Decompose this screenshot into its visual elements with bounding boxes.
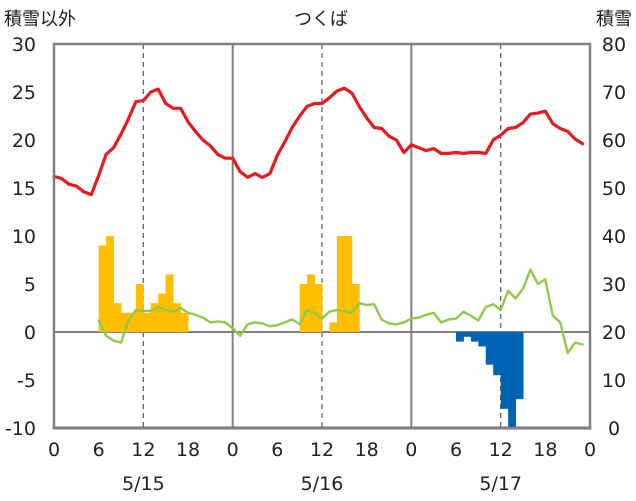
x-tick-label: 0 bbox=[227, 439, 239, 461]
right-tick-label: 20 bbox=[602, 322, 626, 344]
snow_change-bar bbox=[456, 332, 464, 342]
date-label: 5/17 bbox=[479, 473, 522, 495]
snow_change-bar bbox=[493, 332, 502, 376]
plot-frame bbox=[52, 42, 592, 430]
precipitation-bar bbox=[180, 312, 189, 332]
x-tick-label: 18 bbox=[355, 439, 379, 461]
right-y-axis-ticks: 80 70 60 50 40 30 20 10 0 bbox=[602, 34, 626, 440]
snow_change-bar bbox=[500, 332, 509, 409]
snow_change-bar bbox=[478, 332, 487, 347]
left-tick-label: 10 bbox=[12, 226, 36, 248]
precipitation-bar bbox=[98, 245, 107, 332]
precipitation-bar bbox=[150, 303, 159, 332]
right-tick-label: 40 bbox=[602, 226, 626, 248]
precipitation-bar bbox=[106, 236, 115, 332]
right-tick-label: 0 bbox=[608, 418, 620, 440]
left-tick-label: 25 bbox=[12, 82, 36, 104]
x-axis-ticks: 0 6 12 18 0 6 12 18 0 6 12 18 0 bbox=[48, 439, 596, 461]
precipitation-bar bbox=[344, 236, 353, 332]
date-labels: 5/15 5/16 5/17 bbox=[122, 473, 522, 495]
right-tick-label: 50 bbox=[602, 178, 626, 200]
x-tick-label: 18 bbox=[533, 439, 557, 461]
snow_change-bar bbox=[470, 332, 479, 342]
left-tick-label: -5 bbox=[17, 370, 36, 392]
x-tick-label: 6 bbox=[450, 439, 462, 461]
precipitation-bar bbox=[329, 322, 338, 332]
x-tick-label: 6 bbox=[93, 439, 105, 461]
wind-line bbox=[97, 268, 584, 355]
precipitation-bar bbox=[113, 303, 122, 332]
right-tick-label: 80 bbox=[602, 34, 626, 56]
left-tick-label: 15 bbox=[12, 178, 36, 200]
precipitation-bar bbox=[299, 284, 308, 332]
right-tick-label: 60 bbox=[602, 130, 626, 152]
x-tick-label: 6 bbox=[271, 439, 283, 461]
precipitation-bar bbox=[314, 284, 323, 332]
left-tick-label: 5 bbox=[24, 274, 36, 296]
x-tick-label: 12 bbox=[310, 439, 334, 461]
precipitation-bar bbox=[336, 236, 345, 332]
temperature-line bbox=[52, 86, 585, 197]
right-tick-label: 10 bbox=[602, 370, 626, 392]
left-axis-title: 積雪以外 bbox=[4, 9, 76, 30]
left-tick-label: 0 bbox=[24, 322, 36, 344]
right-axis-title: 積雪 bbox=[596, 9, 632, 30]
precipitation-bar bbox=[173, 303, 182, 332]
x-tick-label: 12 bbox=[489, 439, 513, 461]
precipitation-bar bbox=[143, 312, 152, 332]
date-label: 5/16 bbox=[301, 473, 344, 495]
precipitation-bar bbox=[121, 312, 129, 332]
left-y-axis-ticks: 30 25 20 15 10 5 0 -5 -10 bbox=[5, 34, 36, 440]
chart-title: つくば bbox=[294, 9, 348, 30]
x-tick-label: 0 bbox=[405, 439, 417, 461]
snow_change-bar bbox=[515, 332, 524, 400]
x-tick-label: 0 bbox=[584, 439, 596, 461]
precipitation-bar bbox=[128, 312, 137, 332]
precipitation-bar bbox=[135, 284, 144, 332]
right-tick-label: 70 bbox=[602, 82, 626, 104]
precipitation-bar bbox=[307, 274, 316, 332]
snow_change-bar bbox=[463, 332, 472, 337]
x-tick-label: 18 bbox=[176, 439, 200, 461]
precipitation-bar bbox=[165, 274, 174, 332]
snow_change-bar bbox=[485, 332, 494, 365]
left-tick-label: 30 bbox=[12, 34, 36, 56]
precipitation-bar bbox=[158, 293, 167, 332]
left-tick-label: 20 bbox=[12, 130, 36, 152]
left-tick-label: -10 bbox=[5, 418, 36, 440]
snow_change-bar bbox=[508, 332, 517, 428]
date-label: 5/15 bbox=[122, 473, 165, 495]
x-tick-label: 0 bbox=[48, 439, 60, 461]
right-tick-label: 30 bbox=[602, 274, 626, 296]
x-tick-label: 12 bbox=[131, 439, 155, 461]
bars bbox=[98, 236, 524, 428]
